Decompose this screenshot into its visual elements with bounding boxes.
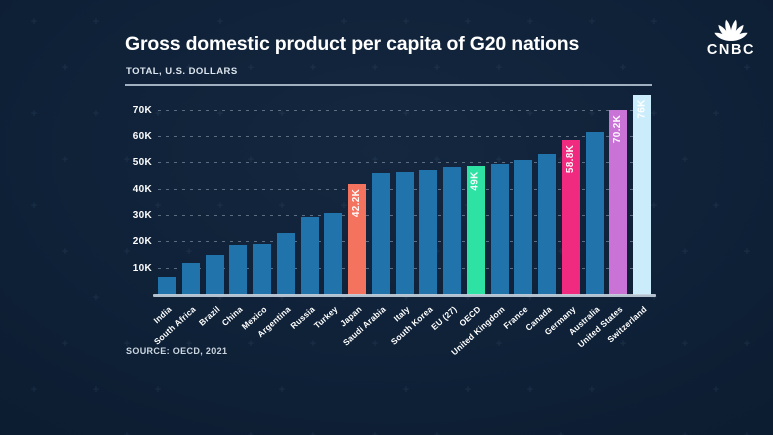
bar-eu-27- [443, 167, 461, 295]
cnbc-logo: CNBC [698, 13, 764, 58]
bar-slot: EU (27) [429, 87, 461, 332]
bar-germany: 58.8K [561, 140, 580, 295]
bar-switzerland: 76K [633, 94, 651, 295]
bar-slot: 76K Switzerland [605, 87, 651, 345]
bar-oecd: 49K [466, 166, 485, 295]
bar-united-states: 70.2K [609, 110, 628, 295]
source-note: SOURCE: OECD, 2021 [126, 346, 228, 356]
bar-brazil [205, 254, 224, 295]
bar-slot: Mexico [240, 87, 271, 332]
bar-saudi-arabia [371, 172, 390, 295]
y-tick-label: 40K [132, 183, 152, 195]
y-tick-label: 20K [132, 236, 152, 248]
bar-slot: Italy [391, 87, 414, 323]
y-tick-label: 60K [132, 131, 152, 143]
y-tick-label: 50K [132, 157, 152, 169]
bar-slot: 49K OECD [457, 87, 485, 328]
bar-value-label: 76K [636, 99, 648, 120]
bar-canada [538, 154, 556, 295]
bar-turkey [324, 213, 343, 295]
bar-slot: 70.2K United States [576, 87, 628, 350]
chart-title: Gross domestic product per capita of G20… [125, 33, 580, 55]
bar-value-label: 42.2K [351, 188, 363, 217]
x-axis-baseline [153, 294, 656, 297]
bar-united-kingdom [490, 164, 509, 295]
bar-slot: Australia [566, 87, 604, 337]
bar-india [158, 276, 176, 295]
plot-area: India South Africa Brazil China Mexico Argent… [152, 87, 651, 357]
bar-slot: South Korea [389, 87, 438, 347]
bar-slot: India [152, 87, 176, 325]
bar-value-label: 58.8K [564, 145, 576, 174]
bar-italy [395, 171, 414, 295]
bar-slot: Turkey [312, 87, 343, 330]
bar-argentina [276, 233, 295, 295]
y-tick-label: 30K [132, 210, 152, 221]
bar-slot: Saudi Arabia [341, 87, 390, 348]
bar-russia [300, 216, 319, 295]
bar-slot: South Africa [152, 87, 200, 347]
bar-value-label: 70.2K [612, 115, 624, 144]
bar-slot: 58.8K Germany [542, 87, 580, 337]
bar-australia [585, 131, 604, 295]
bar-slot: France [502, 87, 533, 331]
bar-south-korea [419, 170, 438, 295]
header-rule [125, 84, 652, 86]
bar-slot: China [220, 87, 248, 328]
y-tick-label: 70K [132, 104, 152, 116]
bar-slot: 42.2K Japan [338, 87, 366, 329]
y-tick-label: 10K [132, 262, 152, 274]
bar-china [229, 244, 248, 295]
bar-slot: Brazil [196, 87, 224, 328]
bar-slot: Russia [288, 87, 319, 331]
y-axis: 10K 20K 30K 40K 50K 60K 70K [108, 87, 152, 295]
chart-subtitle: TOTAL, U.S. DOLLARS [126, 66, 238, 77]
bar-slot: United Kingdom [449, 87, 509, 357]
bar-japan: 42.2K [348, 183, 366, 295]
bar-south-africa [181, 262, 200, 295]
bar-france [514, 160, 533, 295]
bar-slot: Canada [523, 87, 556, 333]
cnbc-wordmark: CNBC [706, 42, 756, 58]
peacock-icon [714, 19, 748, 41]
bar-mexico [253, 243, 271, 295]
bar-slot: Argentina [255, 87, 295, 339]
bar-value-label: 49K [469, 170, 481, 191]
